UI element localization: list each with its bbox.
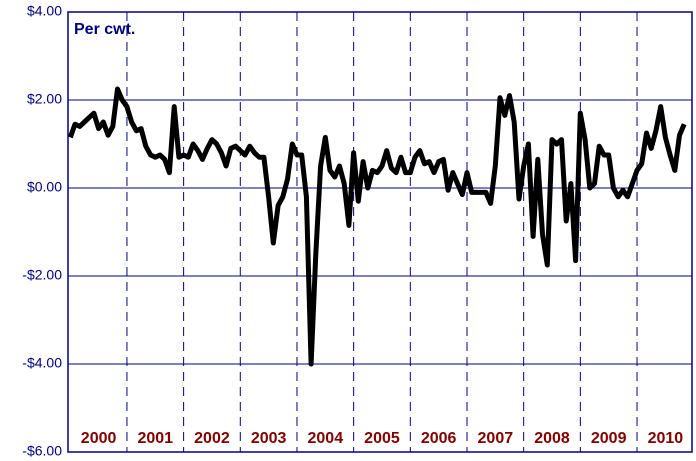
y-tick-label: -$6.00 bbox=[22, 443, 62, 459]
y-tick-label: -$4.00 bbox=[22, 355, 62, 371]
y-tick-label: $4.00 bbox=[27, 3, 62, 19]
label-bg bbox=[75, 428, 122, 448]
x-tick-label: 2004 bbox=[308, 430, 344, 447]
label-bg bbox=[245, 428, 292, 448]
label-bg bbox=[358, 428, 405, 448]
x-tick-label: 2002 bbox=[194, 430, 230, 447]
y-tick-label: $2.00 bbox=[27, 91, 62, 107]
x-tick-label: 2005 bbox=[364, 430, 400, 447]
label-bg bbox=[132, 428, 179, 448]
x-tick-label: 2000 bbox=[81, 430, 117, 447]
x-tick-label: 2001 bbox=[137, 430, 173, 447]
label-bg bbox=[642, 428, 689, 448]
x-tick-label: 2007 bbox=[478, 430, 514, 447]
label-bg bbox=[529, 428, 576, 448]
x-tick-label: 2009 bbox=[591, 430, 627, 447]
label-bg bbox=[585, 428, 632, 448]
y-tick-label: -$2.00 bbox=[22, 267, 62, 283]
plot-frame bbox=[67, 11, 693, 453]
data-line bbox=[67, 86, 687, 367]
x-tick-label: 2003 bbox=[251, 430, 287, 447]
label-bg bbox=[415, 428, 462, 448]
label-bg bbox=[302, 428, 349, 448]
y-tick-label: $0.00 bbox=[27, 179, 62, 195]
x-tick-label: 2010 bbox=[648, 430, 684, 447]
x-tick-label: 2006 bbox=[421, 430, 457, 447]
label-bg bbox=[188, 428, 235, 448]
x-tick-label: 2008 bbox=[534, 430, 570, 447]
chart-title: Per cwt. bbox=[74, 21, 135, 38]
label-bg bbox=[472, 428, 519, 448]
